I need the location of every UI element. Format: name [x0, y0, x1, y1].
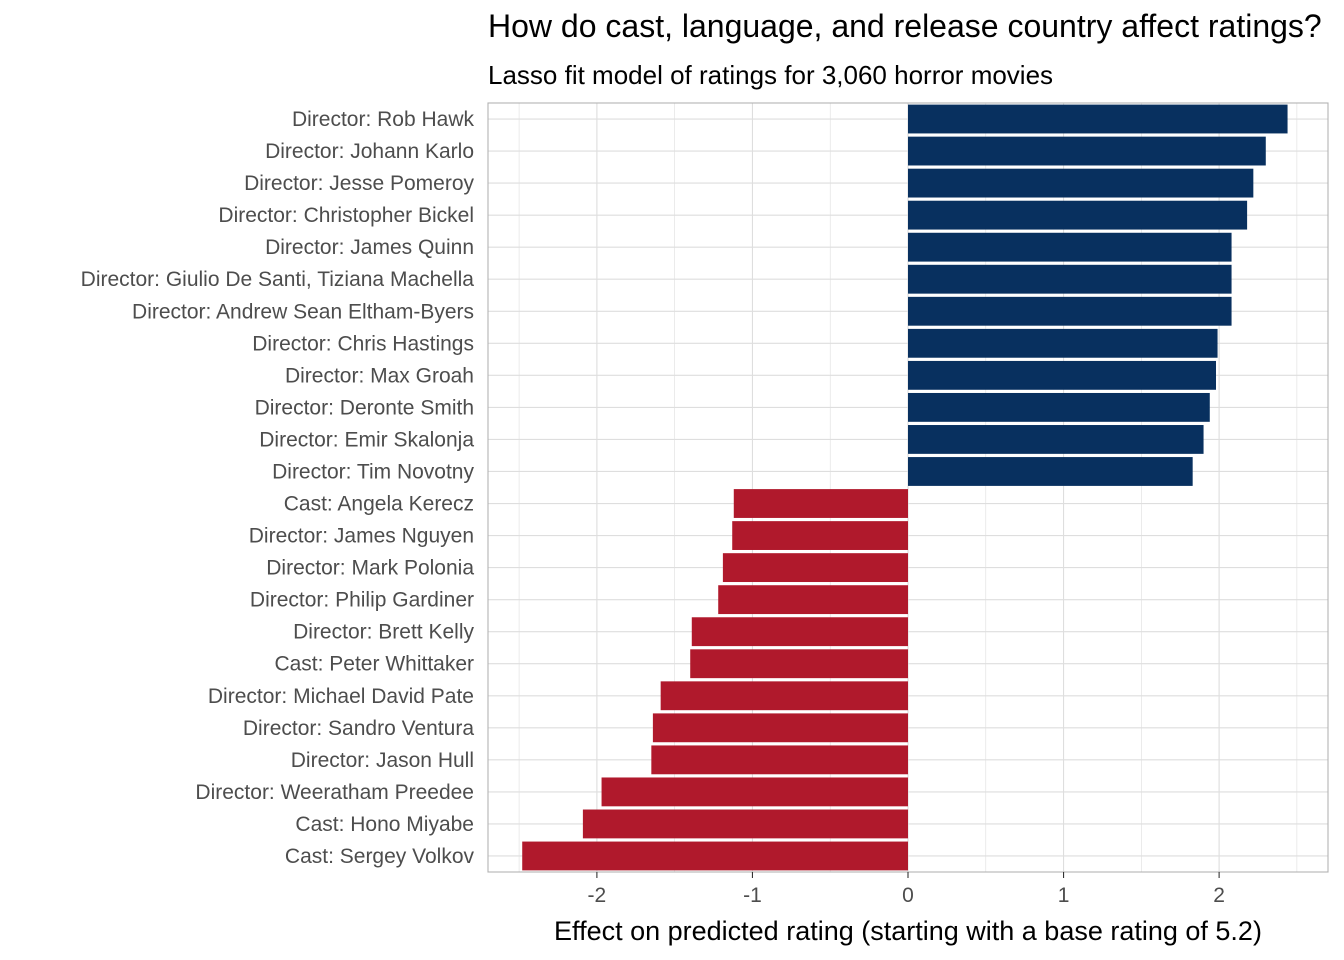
y-axis-labels: Director: Rob Hawk Director: Johann Karlo…: [81, 108, 475, 868]
bar: [908, 457, 1193, 486]
bar: [690, 649, 908, 679]
chart-title: How do cast, language, and release count…: [488, 8, 1322, 44]
bar: [908, 360, 1216, 390]
y-tick-label: Director: Tim Novotny: [272, 460, 474, 483]
bar: [601, 777, 908, 807]
bar: [732, 521, 908, 550]
y-tick-label: Director: Sandro Ventura: [243, 717, 474, 740]
x-axis-label: Effect on predicted rating (starting wit…: [554, 916, 1262, 946]
x-tick-label: 1: [1058, 884, 1070, 907]
y-tick-label: Director: Weeratham Preedee: [195, 781, 474, 804]
x-tick-label: -1: [743, 884, 762, 907]
bar: [660, 681, 908, 711]
x-tick-label: 0: [902, 884, 914, 907]
y-tick-label: Director: Jason Hull: [291, 749, 474, 772]
bar: [908, 425, 1204, 454]
y-tick-label: Cast: Peter Whittaker: [274, 653, 474, 676]
y-tick-label: Director: Michael David Pate: [208, 685, 474, 708]
bar: [691, 617, 908, 647]
bar: [908, 136, 1266, 166]
bar: [908, 232, 1232, 262]
y-tick-label: Director: Deronte Smith: [255, 396, 474, 419]
y-tick-label: Director: Christopher Bickel: [218, 204, 474, 227]
y-tick-label: Director: Andrew Sean Eltham-Byers: [132, 300, 474, 323]
y-tick-label: Director: Chris Hastings: [252, 332, 474, 355]
y-tick-label: Director: Philip Gardiner: [250, 589, 474, 612]
bar: [908, 104, 1288, 134]
y-tick-label: Director: Jesse Pomeroy: [244, 172, 474, 195]
bar: [908, 296, 1232, 326]
y-tick-label: Director: James Nguyen: [249, 525, 474, 548]
bar: [722, 553, 908, 583]
bar: [908, 264, 1232, 294]
y-tick-label: Cast: Angela Kerecz: [284, 493, 474, 516]
y-tick-label: Director: Rob Hawk: [292, 108, 475, 131]
x-tick-label: 2: [1213, 884, 1225, 907]
bar: [908, 392, 1210, 422]
bar: [651, 745, 908, 775]
bar: [733, 489, 908, 518]
bar: [582, 809, 908, 839]
y-tick-label: Director: Max Groah: [285, 364, 474, 387]
y-tick-label: Director: Emir Skalonja: [259, 428, 474, 451]
y-tick-label: Cast: Hono Miyabe: [295, 813, 474, 836]
y-tick-label: Director: Brett Kelly: [293, 621, 474, 644]
bar: [908, 328, 1218, 358]
y-tick-label: Director: Giulio De Santi, Tiziana Mache…: [81, 268, 475, 291]
bar: [718, 585, 908, 615]
x-axis-ticks: -2 -1 0 1 2: [588, 872, 1225, 907]
chart-subtitle: Lasso fit model of ratings for 3,060 hor…: [488, 60, 1054, 90]
x-tick-label: -2: [588, 884, 607, 907]
bar: [908, 168, 1254, 198]
bar: [908, 200, 1248, 230]
bar: [652, 713, 908, 743]
y-tick-label: Director: James Quinn: [265, 236, 474, 259]
y-tick-label: Cast: Sergey Volkov: [285, 845, 475, 868]
y-tick-label: Director: Johann Karlo: [265, 140, 474, 163]
bar: [522, 841, 908, 871]
y-tick-label: Director: Mark Polonia: [266, 557, 474, 580]
bars: [522, 104, 1288, 871]
